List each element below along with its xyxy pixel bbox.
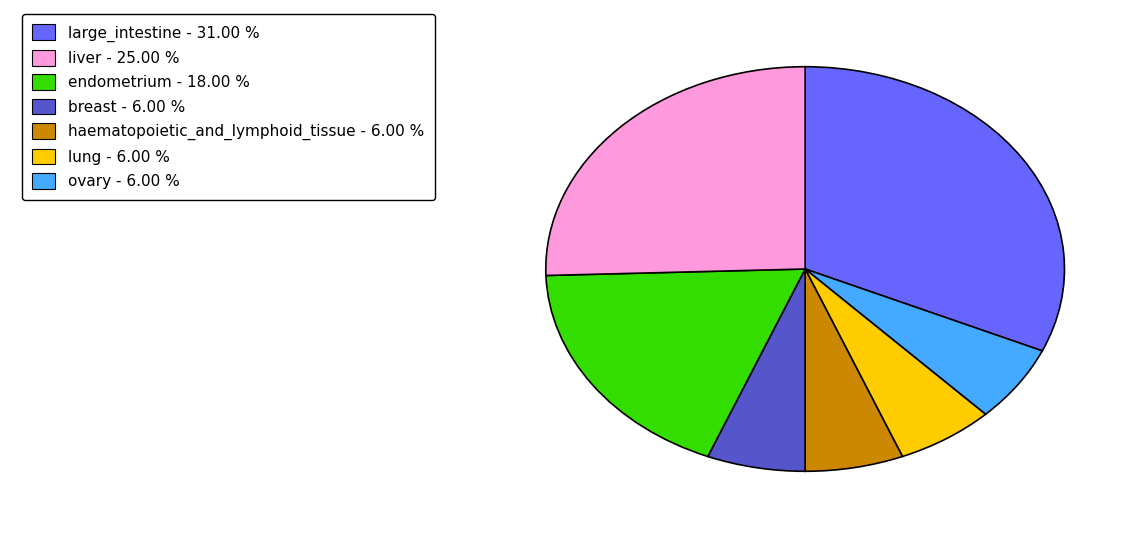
Wedge shape	[805, 269, 985, 457]
Legend: large_intestine - 31.00 %, liver - 25.00 %, endometrium - 18.00 %, breast - 6.00: large_intestine - 31.00 %, liver - 25.00…	[22, 13, 434, 200]
Wedge shape	[805, 269, 1042, 414]
Wedge shape	[545, 269, 805, 457]
Wedge shape	[708, 269, 805, 471]
Wedge shape	[805, 67, 1065, 351]
Wedge shape	[805, 269, 903, 471]
Wedge shape	[545, 67, 805, 275]
